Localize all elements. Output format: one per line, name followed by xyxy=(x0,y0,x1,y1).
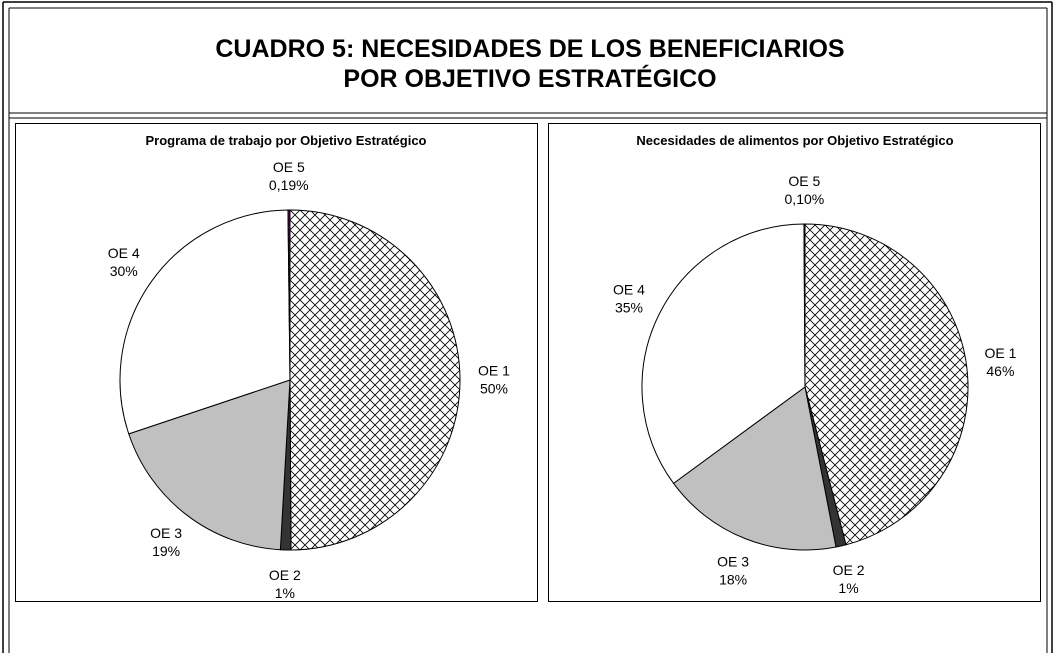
slice-label: OE 5 0,10% xyxy=(785,173,825,207)
slice-label: OE 2 1% xyxy=(269,567,301,601)
pie-slice xyxy=(289,209,461,551)
slice-category: OE 1 xyxy=(478,362,510,378)
pie-slice xyxy=(128,379,291,551)
slice-value: 30% xyxy=(110,263,138,279)
slice-label: OE 2 1% xyxy=(833,562,865,596)
slice-value: 35% xyxy=(615,299,643,315)
slice-value: 18% xyxy=(719,571,747,587)
slice-value: 1% xyxy=(838,580,858,596)
main-title: CUADRO 5: NECESIDADES DE LOS BENEFICIARI… xyxy=(10,34,1050,94)
pie-slice xyxy=(119,209,291,435)
pie-slice xyxy=(672,386,837,551)
pie-slice xyxy=(803,223,806,388)
slice-label: OE 1 50% xyxy=(478,362,510,396)
slice-category: OE 2 xyxy=(269,567,301,583)
pie-slice xyxy=(804,223,969,546)
title-line: CUADRO 5: NECESIDADES DE LOS BENEFICIARI… xyxy=(215,35,845,63)
slice-label: OE 1 46% xyxy=(984,345,1016,379)
slice-value: 0,19% xyxy=(269,177,309,193)
slice-category: OE 5 xyxy=(273,159,305,175)
slice-label: OE 3 19% xyxy=(150,525,182,559)
slice-label: OE 4 35% xyxy=(613,281,645,315)
slice-category: OE 3 xyxy=(717,553,749,569)
slice-value: 0,10% xyxy=(785,191,825,207)
slice-value: 19% xyxy=(152,543,180,559)
slice-value: 46% xyxy=(986,363,1014,379)
slice-label: OE 5 0,19% xyxy=(269,159,309,193)
slice-category: OE 5 xyxy=(788,173,820,189)
slice-category: OE 4 xyxy=(613,281,645,297)
slice-category: OE 4 xyxy=(108,245,140,261)
chart-title: Programa de trabajo por Objetivo Estraté… xyxy=(145,133,427,148)
slice-category: OE 2 xyxy=(833,562,865,578)
slice-value: 50% xyxy=(480,380,508,396)
title-line: POR OBJETIVO ESTRATÉGICO xyxy=(343,65,717,93)
slice-value: 1% xyxy=(275,585,295,601)
pie-slice xyxy=(287,209,291,381)
slice-label: OE 4 30% xyxy=(108,245,140,279)
slice-category: OE 1 xyxy=(984,345,1016,361)
pie-slice xyxy=(641,223,806,485)
chart-title: Necesidades de alimentos por Objetivo Es… xyxy=(636,133,954,148)
slice-category: OE 3 xyxy=(150,525,182,541)
slice-label: OE 3 18% xyxy=(717,553,749,587)
